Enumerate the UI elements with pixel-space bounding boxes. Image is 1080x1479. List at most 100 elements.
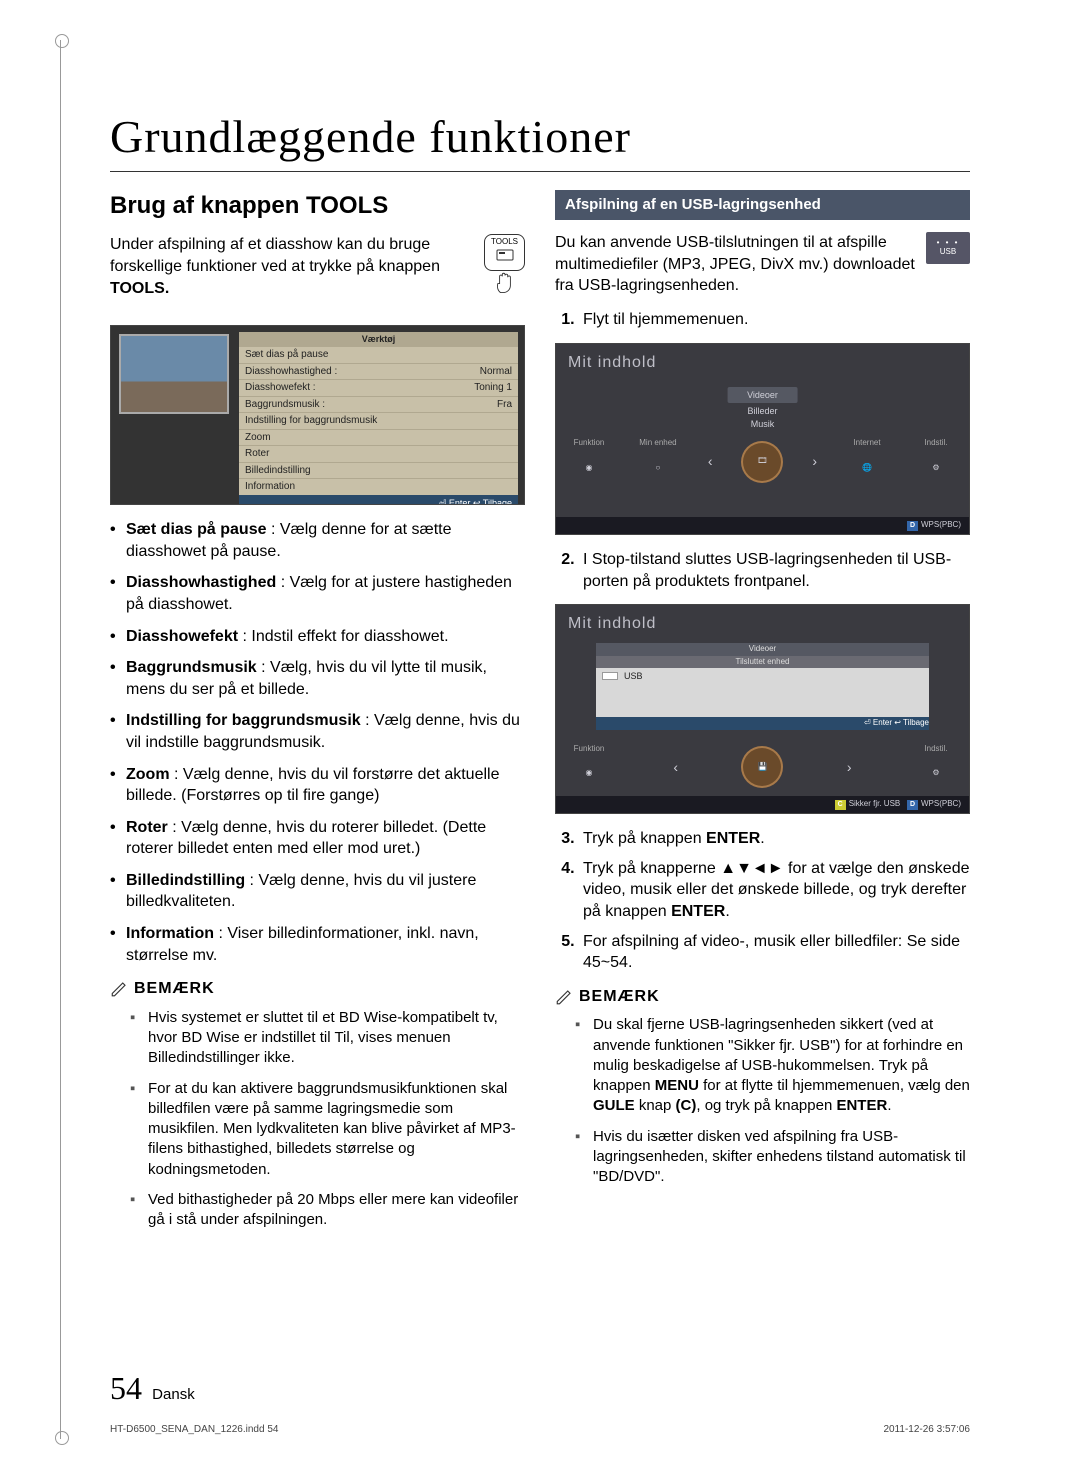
list-item: Sæt dias på pause : Vælg denne for at sæ… (110, 519, 525, 562)
step-item: Flyt til hjemmemenuen. (579, 309, 970, 331)
steps-list-3: Tryk på knappen ENTER. Tryk på knapperne… (555, 828, 970, 974)
intro-text: Under afspilning af et diasshow kan du b… (110, 234, 474, 299)
menu-row: Information (239, 478, 518, 495)
list-item: Diasshowefekt : Indstil effekt for diass… (110, 626, 525, 648)
tools-icon: TOOLS (484, 234, 525, 294)
right-column: Afspilning af en USB-lagringsenhed • • •… (555, 190, 970, 1240)
intro-pre: Under afspilning af et diasshow kan du b… (110, 236, 440, 275)
home-menu-screenshot-1: Mit indhold Videoer Billeder Musik Funkt… (555, 343, 970, 535)
usb-dots: • • • (937, 239, 960, 247)
title-rule (110, 171, 970, 172)
empty-row (596, 701, 929, 717)
pencil-icon (555, 988, 573, 1006)
c-sub: Tilsluttet enhed (596, 656, 929, 669)
note-heading: BEMÆRK (110, 978, 525, 1000)
pencil-icon (110, 980, 128, 998)
step-item: I Stop-tilstand sluttes USB-lagringsenhe… (579, 549, 970, 592)
home-icon-row: Funktion◉ Min enhed○ ‹ 🎞 › Internet🌐 Ind… (556, 436, 969, 487)
key-d: D (907, 800, 918, 809)
note-list: Hvis systemet er sluttet til et BD Wise-… (110, 1008, 525, 1231)
usb-badge-icon: • • • USB (926, 232, 970, 264)
columns: Brug af knappen TOOLS Under afspilning a… (110, 190, 970, 1240)
tools-label: TOOLS (491, 237, 518, 246)
home-footer-2: CSikker fjr. USB DWPS(PBC) (556, 796, 969, 813)
home-item: › (812, 452, 817, 471)
note-item: Ved bithastigheder på 20 Mbps eller mere… (130, 1190, 525, 1231)
usb-row: USB (596, 668, 929, 684)
home-item: 🎞 (743, 443, 781, 481)
list-item: Zoom : Vælg denne, hvis du vil forstørre… (110, 764, 525, 807)
home-title: Mit indhold (556, 605, 969, 639)
tools-menu: Værktøj Sæt dias på pause Diasshowhastig… (239, 332, 518, 505)
footer-right: 2011-12-26 3:57:06 (883, 1424, 970, 1435)
intro-bold: TOOLS. (110, 280, 169, 297)
menu-row: Indstilling for baggrundsmusik (239, 412, 518, 429)
home-item: Funktion◉ (570, 436, 608, 487)
function-icon: ◉ (570, 754, 608, 792)
selected-icon: 🎞 (743, 443, 781, 481)
steps-list: Flyt til hjemmemenuen. (555, 309, 970, 331)
settings-icon: ⚙ (917, 754, 955, 792)
note-item: Du skal fjerne USB-lagringsenheden sikke… (575, 1015, 970, 1116)
home-body: Videoer Billeder Musik Funktion◉ Min enh… (556, 377, 969, 517)
note-item: Hvis du isætter disken ved afspilning fr… (575, 1127, 970, 1188)
home-item: Indstil.⚙ (917, 436, 955, 487)
tab-videos: Videoer (727, 387, 798, 403)
home-item: Min enhed○ (639, 436, 677, 487)
slideshow-thumbnail (119, 334, 229, 414)
steps-list-2: I Stop-tilstand sluttes USB-lagringsenhe… (555, 549, 970, 592)
tools-button-label: TOOLS (484, 234, 525, 271)
menu-row: Roter (239, 445, 518, 462)
page-lang: Dansk (152, 1386, 195, 1403)
list-item: Baggrundsmusik : Vælg, hvis du vil lytte… (110, 657, 525, 700)
menu-row: Diasshowhastighed :Normal (239, 363, 518, 380)
function-icon: ◉ (570, 449, 608, 487)
inner-foot: ⏎ Enter ↩ Tilbage (596, 717, 929, 730)
key-d: D (907, 521, 918, 530)
tab-music: Musik (751, 419, 775, 429)
settings-icon: ⚙ (917, 449, 955, 487)
page-number-value: 54 (110, 1370, 142, 1406)
tab-pictures: Billeder (747, 406, 777, 416)
note-list-right: Du skal fjerne USB-lagringsenheden sikke… (555, 1015, 970, 1187)
list-item: Diasshowhastighed : Vælg for at justere … (110, 572, 525, 615)
step-item: Tryk på knappen ENTER. (579, 828, 970, 850)
menu-footer: ⏎ Enter ↩ Tilbage (239, 495, 518, 505)
list-item: Billedindstilling : Vælg denne, hvis du … (110, 870, 525, 913)
intro-row: Under afspilning af et diasshow kan du b… (110, 234, 525, 311)
home-icon-row-2: Funktion◉ ‹ 💾 › Indstil.⚙ (556, 738, 969, 797)
home-center-tabs: Videoer Billeder Musik (727, 385, 798, 429)
menu-row: Diasshowefekt :Toning 1 (239, 379, 518, 396)
list-item: Indstilling for baggrundsmusik : Vælg de… (110, 710, 525, 753)
list-item: Information : Viser billedinformationer,… (110, 923, 525, 966)
menu-row: Sæt dias på pause (239, 346, 518, 363)
key-c: C (835, 800, 846, 809)
usb-label: USB (940, 247, 956, 258)
internet-icon: 🌐 (848, 449, 886, 487)
connected-device-list: Videoer Tilsluttet enhed USB ⏎ Enter ↩ T… (596, 643, 929, 730)
home-item: ‹ (708, 452, 713, 471)
note-label: BEMÆRK (134, 978, 215, 1000)
note-label: BEMÆRK (579, 986, 660, 1008)
page: Grundlæggende funktioner Brug af knappen… (0, 0, 1080, 1280)
c-head: Videoer (596, 643, 929, 656)
step-item: Tryk på knapperne ▲▼◄► for at vælge den … (579, 858, 970, 923)
menu-row: Zoom (239, 429, 518, 446)
menu-row: Billedindstilling (239, 462, 518, 479)
menu-title: Værktøj (239, 332, 518, 346)
note-item: Hvis systemet er sluttet til et BD Wise-… (130, 1008, 525, 1069)
selected-icon: 💾 (743, 748, 781, 786)
page-number: 54 Dansk (110, 1370, 195, 1407)
menu-row: Baggrundsmusik :Fra (239, 396, 518, 413)
section-heading-tools: Brug af knappen TOOLS (110, 190, 525, 222)
tools-bullet-list: Sæt dias på pause : Vælg denne for at sæ… (110, 519, 525, 966)
note-item: For at du kan aktivere baggrundsmusikfun… (130, 1079, 525, 1180)
home-menu-screenshot-2: Mit indhold Videoer Tilsluttet enhed USB… (555, 604, 970, 814)
home-title: Mit indhold (556, 344, 969, 378)
tools-menu-screenshot: Værktøj Sæt dias på pause Diasshowhastig… (110, 325, 525, 505)
crop-marks (60, 40, 80, 1439)
usb-intro: Du kan anvende USB-tilslutningen til at … (555, 232, 970, 297)
subheading-usb: Afspilning af en USB-lagringsenhed (555, 190, 970, 220)
usb-icon (602, 672, 618, 680)
note-heading-right: BEMÆRK (555, 986, 970, 1008)
